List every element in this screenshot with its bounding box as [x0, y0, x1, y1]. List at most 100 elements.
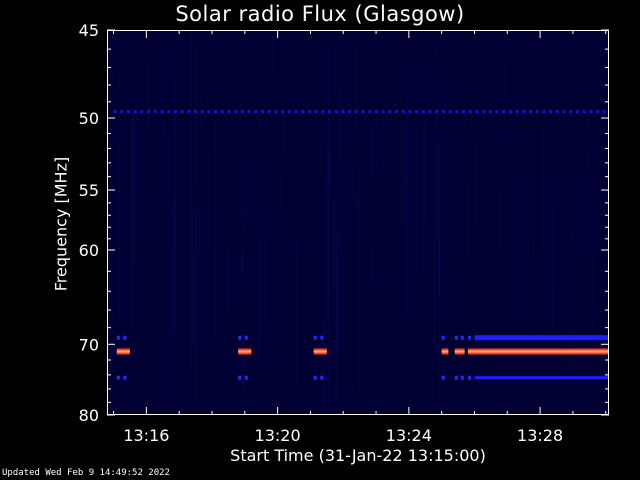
noise-streak [160, 144, 162, 274]
band-dash [214, 110, 218, 114]
noise-streak [158, 134, 160, 360]
band-dash [569, 110, 573, 114]
noise-streak [226, 234, 228, 335]
noise-streak [586, 105, 588, 257]
noise-streak [435, 31, 437, 59]
band-dash [495, 110, 499, 114]
band-dash [535, 110, 539, 114]
band-dash [207, 110, 211, 114]
noise-streak [372, 247, 374, 282]
noise-streak [353, 159, 355, 208]
noise-streak [121, 160, 123, 353]
noise-streak [327, 117, 329, 293]
emission-features [113, 110, 609, 380]
noise-streak [306, 95, 308, 116]
burst-core [116, 350, 130, 353]
band-dash [522, 110, 526, 114]
noise-streak [163, 105, 165, 157]
noise-streak [418, 53, 419, 105]
band-dash [562, 110, 566, 114]
axes: 45 50 55 60 70 80 13:16 13:20 13:24 13:28 [79, 21, 609, 445]
noise-streak [135, 89, 137, 267]
band-dash [147, 110, 151, 114]
noise-streak [423, 115, 425, 223]
noise-streak [386, 161, 388, 212]
noise-streak [192, 213, 194, 344]
noise-streak [113, 86, 115, 146]
noise-streak [220, 160, 222, 330]
noise-streak [169, 213, 171, 406]
updated-timestamp: Updated Wed Feb 9 14:49:52 2022 [2, 468, 170, 478]
noise-streak [339, 66, 341, 250]
burst-harmonic [467, 375, 471, 380]
noise-streak [591, 214, 593, 412]
y-tick-label: 55 [79, 181, 99, 200]
band-dash [194, 110, 197, 114]
noise-streak [569, 173, 570, 377]
band-dash [334, 110, 338, 114]
noise-streak [555, 161, 557, 202]
band-dash [153, 110, 157, 114]
noise-streak [337, 253, 339, 408]
burst-harmonic [313, 375, 317, 380]
noise-streak [381, 106, 383, 173]
band-dash [120, 110, 124, 114]
band-dash [127, 110, 130, 114]
burst-harmonic [244, 335, 248, 340]
y-tick-label: 50 [79, 109, 99, 128]
noise-streak [108, 256, 110, 369]
noise-streak [356, 192, 358, 380]
noise-streak [420, 49, 422, 214]
noise-streak [239, 84, 241, 343]
noise-streak [509, 125, 511, 170]
noise-streak [439, 145, 441, 401]
band-dash [508, 110, 512, 114]
band-dash [234, 110, 238, 114]
noise-streak [474, 143, 476, 224]
band-dash [281, 110, 285, 114]
noise-streak [542, 125, 544, 253]
band-dash [428, 110, 432, 114]
band-dash [173, 110, 177, 114]
noise-streak [132, 111, 134, 234]
band-dash [321, 110, 325, 114]
noise-streak [340, 88, 342, 356]
band-dash [187, 110, 191, 114]
noise-streak [148, 63, 149, 134]
noise-streak [283, 110, 285, 155]
band-dash [180, 110, 184, 114]
noise-streak [195, 41, 197, 403]
noise-streak [228, 150, 230, 316]
band-dash [575, 110, 579, 114]
burst-harmonic [454, 335, 458, 340]
plot-frame [107, 30, 609, 415]
noise-streak [200, 100, 202, 130]
band-dash [468, 110, 472, 114]
noise-streak [263, 218, 265, 325]
noise-streak [359, 132, 361, 393]
noise-streak [350, 87, 352, 236]
band-dash [515, 110, 519, 114]
burst-harmonic [454, 375, 458, 380]
band-dash [307, 110, 311, 114]
band-segment [474, 376, 609, 380]
band-dash [482, 110, 486, 114]
band-dash [408, 110, 412, 114]
burst-harmonic [116, 335, 120, 340]
band-dash [596, 110, 599, 114]
band-dash [421, 110, 425, 114]
band-dash [435, 110, 439, 114]
band-dash [549, 110, 553, 114]
band-dash [602, 110, 606, 114]
noise-streak [332, 229, 334, 327]
band-dash [274, 110, 278, 114]
noise-streak [190, 30, 192, 366]
chart-title: Solar radio Flux (Glasgow) [175, 2, 465, 26]
burst-harmonic [123, 375, 127, 380]
burst-core [454, 350, 465, 353]
noise-streak [413, 118, 415, 164]
noise-streak [401, 182, 403, 312]
noise-streak [347, 125, 348, 149]
y-tick-label: 60 [79, 241, 99, 260]
band-dash [227, 110, 231, 114]
